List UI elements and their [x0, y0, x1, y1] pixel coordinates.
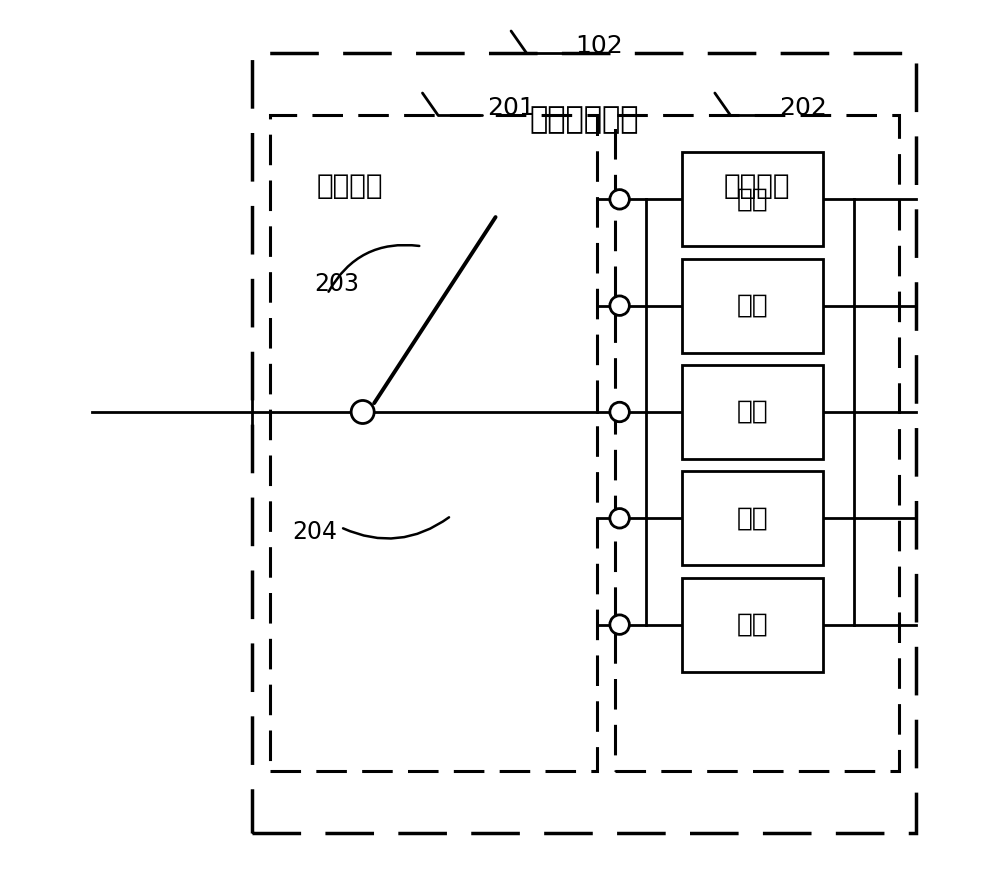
- Bar: [682, 152, 823, 246]
- Circle shape: [610, 402, 629, 422]
- Bar: [615, 115, 899, 771]
- Text: 201: 201: [487, 96, 534, 120]
- Text: 202: 202: [779, 96, 827, 120]
- Text: 204: 204: [292, 519, 337, 544]
- Circle shape: [610, 509, 629, 528]
- Text: 电阵: 电阵: [737, 611, 768, 638]
- Text: 203: 203: [314, 271, 359, 296]
- Bar: [682, 365, 823, 459]
- Bar: [682, 259, 823, 353]
- Circle shape: [351, 400, 374, 424]
- Bar: [270, 115, 597, 771]
- Bar: [682, 578, 823, 672]
- Text: 电阵组合: 电阵组合: [724, 172, 790, 200]
- Bar: [252, 53, 916, 833]
- Text: 电阵: 电阵: [737, 186, 768, 213]
- Text: 电阵: 电阵: [737, 292, 768, 319]
- Text: 电阵: 电阵: [737, 505, 768, 532]
- Bar: [682, 471, 823, 565]
- Circle shape: [610, 190, 629, 209]
- Circle shape: [610, 296, 629, 315]
- Text: 切换开关: 切换开关: [316, 172, 383, 200]
- Circle shape: [610, 615, 629, 634]
- Text: 102: 102: [575, 34, 623, 58]
- Text: 可调电阵部件: 可调电阵部件: [529, 105, 639, 134]
- Text: 电阵: 电阵: [737, 399, 768, 425]
